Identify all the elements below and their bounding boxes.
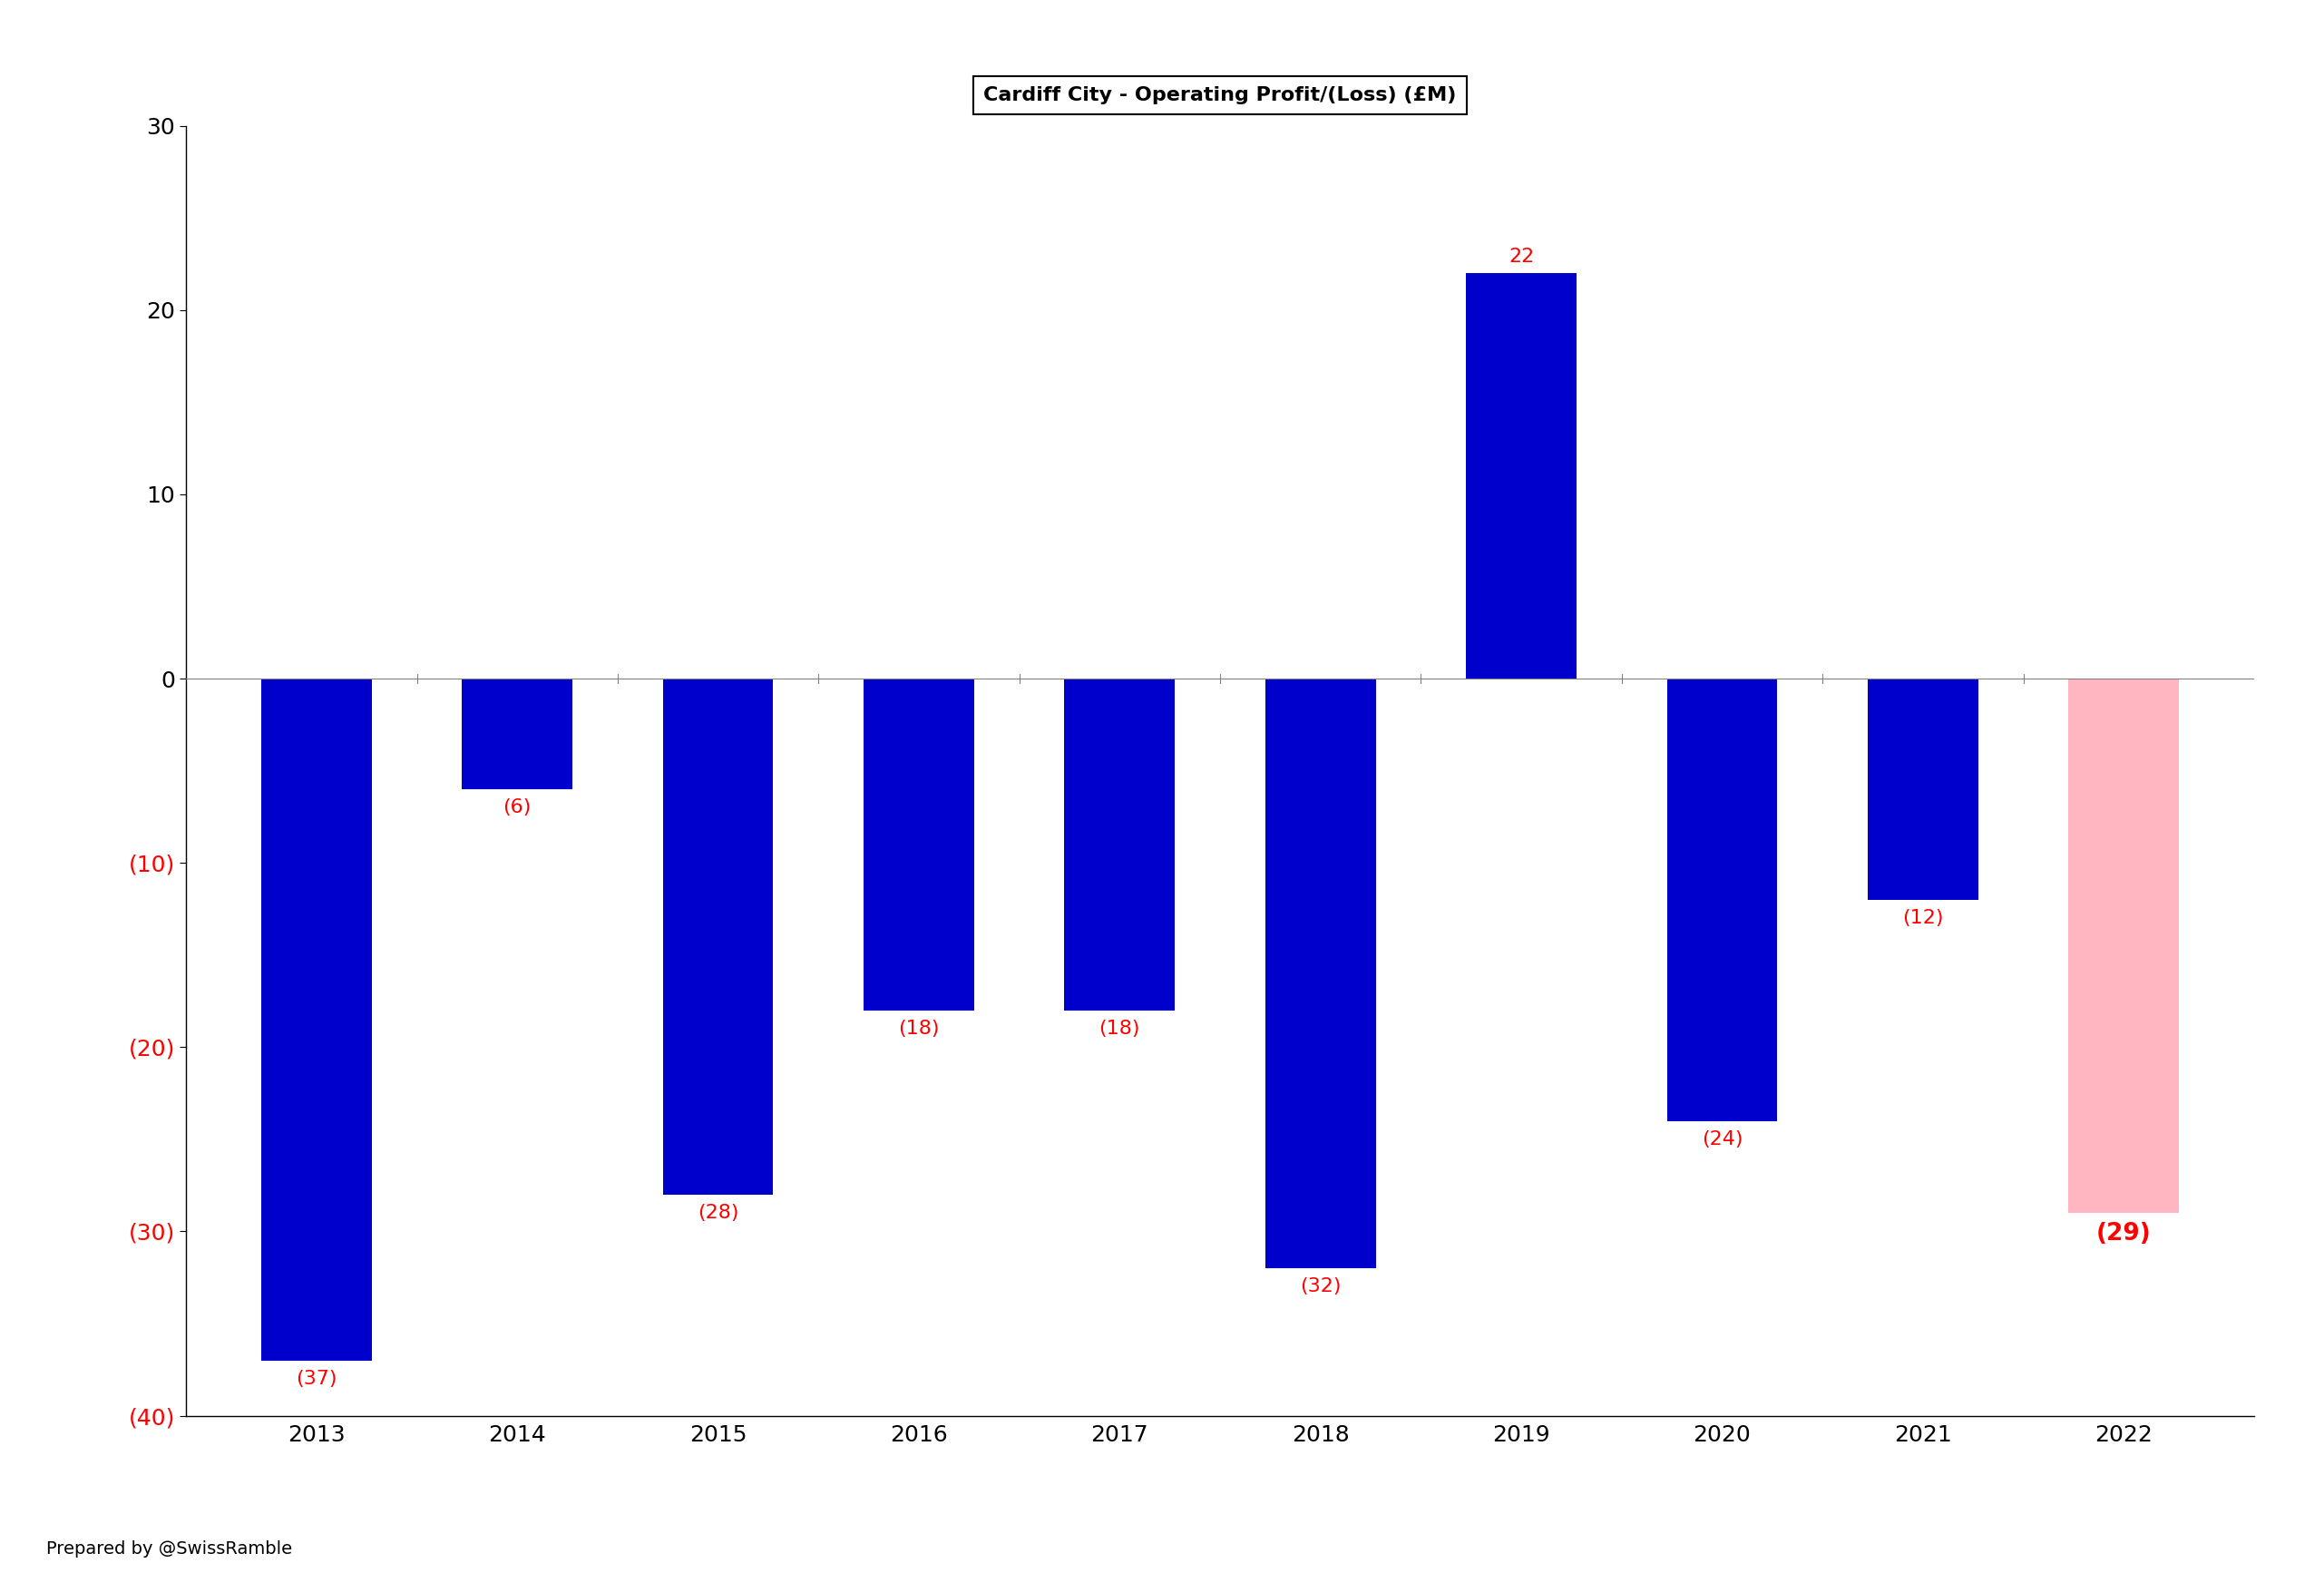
Bar: [2068, 678, 2180, 1213]
Text: (28): (28): [697, 1203, 739, 1222]
Bar: [260, 678, 372, 1361]
Text: (29): (29): [2096, 1222, 2152, 1246]
Text: (6): (6): [502, 799, 532, 816]
Bar: [1666, 678, 1778, 1122]
Bar: [662, 678, 774, 1194]
Text: (18): (18): [1099, 1019, 1141, 1038]
Bar: [1064, 678, 1176, 1010]
Text: 22: 22: [1508, 247, 1534, 266]
Text: Prepared by @SwissRamble: Prepared by @SwissRamble: [46, 1540, 293, 1557]
Bar: [1466, 274, 1576, 678]
Text: (24): (24): [1701, 1129, 1743, 1148]
Bar: [865, 678, 974, 1010]
Text: (32): (32): [1299, 1277, 1341, 1296]
Title: Cardiff City - Operating Profit/(Loss) (£M): Cardiff City - Operating Profit/(Loss) (…: [983, 87, 1457, 104]
Text: (18): (18): [899, 1019, 939, 1038]
Bar: [462, 678, 572, 790]
Text: (12): (12): [1903, 909, 1943, 926]
Bar: [1264, 678, 1376, 1268]
Bar: [1868, 678, 1978, 900]
Text: (37): (37): [295, 1370, 337, 1387]
